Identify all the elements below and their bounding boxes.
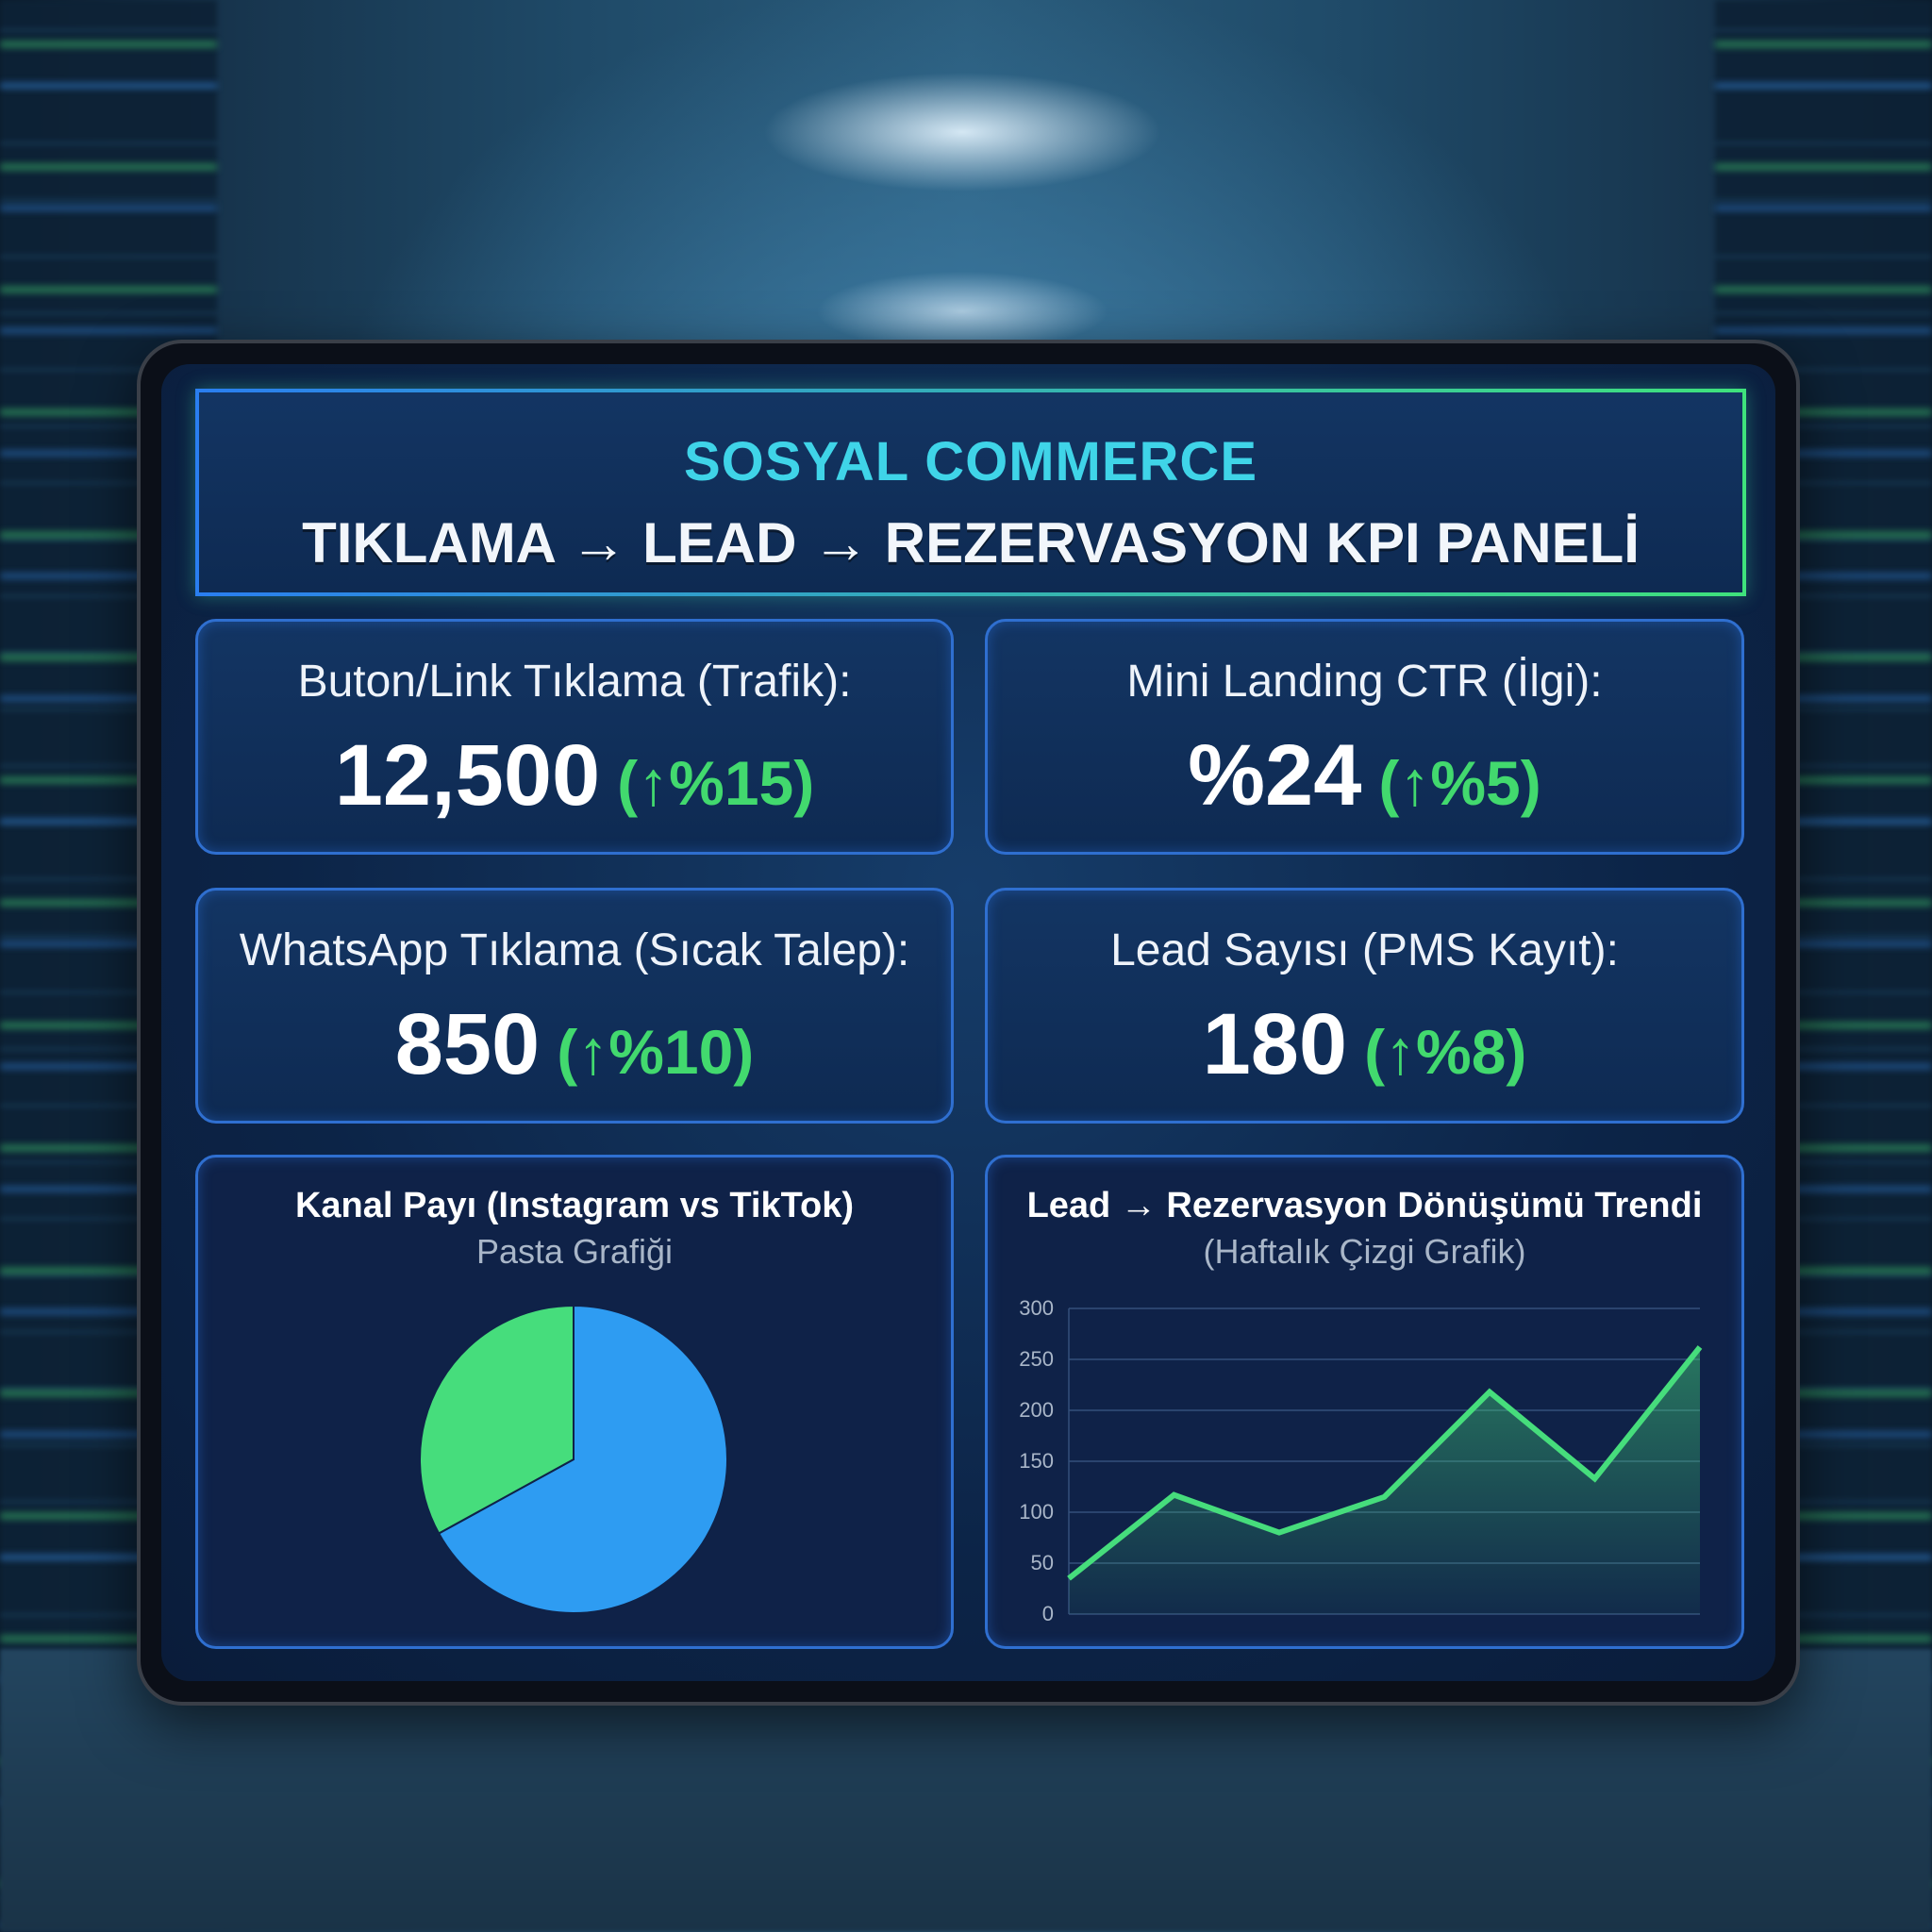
y-tick-label: 0 (1042, 1602, 1054, 1625)
line-chart-title: Lead → Rezervasyon Dönüşümü Trendi (1026, 1186, 1703, 1225)
kpi-change: (↑%15) (617, 748, 815, 818)
kpi-value: 12,500 (334, 727, 601, 824)
kpi-card-whatsapp: WhatsApp Tıklama (Sıcak Talep): 850 (↑%10… (195, 888, 954, 1124)
kpi-label: Buton/Link Tıklama (Trafik): (297, 657, 852, 707)
line-chart-subtitle: (Haftalık Çizgi Grafik) (1203, 1232, 1526, 1271)
pie-slice-tiktok (419, 1304, 575, 1535)
y-tick-label: 250 (1019, 1347, 1054, 1371)
kpi-change: (↑%5) (1378, 748, 1541, 818)
kpi-change: (↑%10) (557, 1017, 755, 1087)
pie-chart (419, 1304, 728, 1614)
y-tick-label: 100 (1019, 1500, 1054, 1524)
kpi-value: 850 (394, 996, 541, 1092)
dashboard-screen: SOSYAL COMMERCE TIKLAMA → LEAD → REZERVA… (161, 364, 1775, 1681)
line-chart-card: Lead → Rezervasyon Dönüşümü Trendi (Haft… (985, 1155, 1744, 1649)
kpi-value: 180 (1202, 996, 1348, 1092)
kpi-card-ctr: Mini Landing CTR (İlgi): %24 (↑%5) (985, 619, 1744, 855)
y-tick-label: 300 (1019, 1296, 1054, 1320)
dashboard-title: SOSYAL COMMERCE (684, 431, 1257, 492)
pie-slice-instagram (437, 1304, 728, 1614)
kpi-card-clicks: Buton/Link Tıklama (Trafik): 12,500 (↑%15… (195, 619, 954, 855)
kpi-label: Lead Sayısı (PMS Kayıt): (1110, 925, 1619, 975)
kpi-label: Mini Landing CTR (İlgi): (1126, 657, 1603, 707)
dashboard-subtitle: TIKLAMA → LEAD → REZERVASYON KPI PANELİ (302, 511, 1640, 575)
kpi-value: %24 (1188, 727, 1362, 824)
tablet-frame: SOSYAL COMMERCE TIKLAMA → LEAD → REZERVA… (137, 340, 1800, 1706)
header-panel: SOSYAL COMMERCE TIKLAMA → LEAD → REZERVA… (195, 389, 1746, 596)
pie-chart-title: Kanal Payı (Instagram vs TikTok) (294, 1186, 855, 1225)
y-tick-label: 200 (1019, 1398, 1054, 1422)
kpi-change: (↑%8) (1364, 1017, 1527, 1087)
area-fill (1069, 1347, 1700, 1614)
y-tick-label: 150 (1019, 1449, 1054, 1473)
kpi-card-leads: Lead Sayısı (PMS Kayıt): 180 (↑%8) (985, 888, 1744, 1124)
pie-chart-subtitle: Pasta Grafiği (475, 1232, 674, 1271)
y-tick-label: 50 (1031, 1551, 1054, 1574)
pie-chart-card: Kanal Payı (Instagram vs TikTok) Pasta G… (195, 1155, 954, 1649)
kpi-label: WhatsApp Tıklama (Sıcak Talep): (239, 925, 910, 975)
line-chart: 0 50 100 150 200 250 300 (1019, 1296, 1703, 1625)
